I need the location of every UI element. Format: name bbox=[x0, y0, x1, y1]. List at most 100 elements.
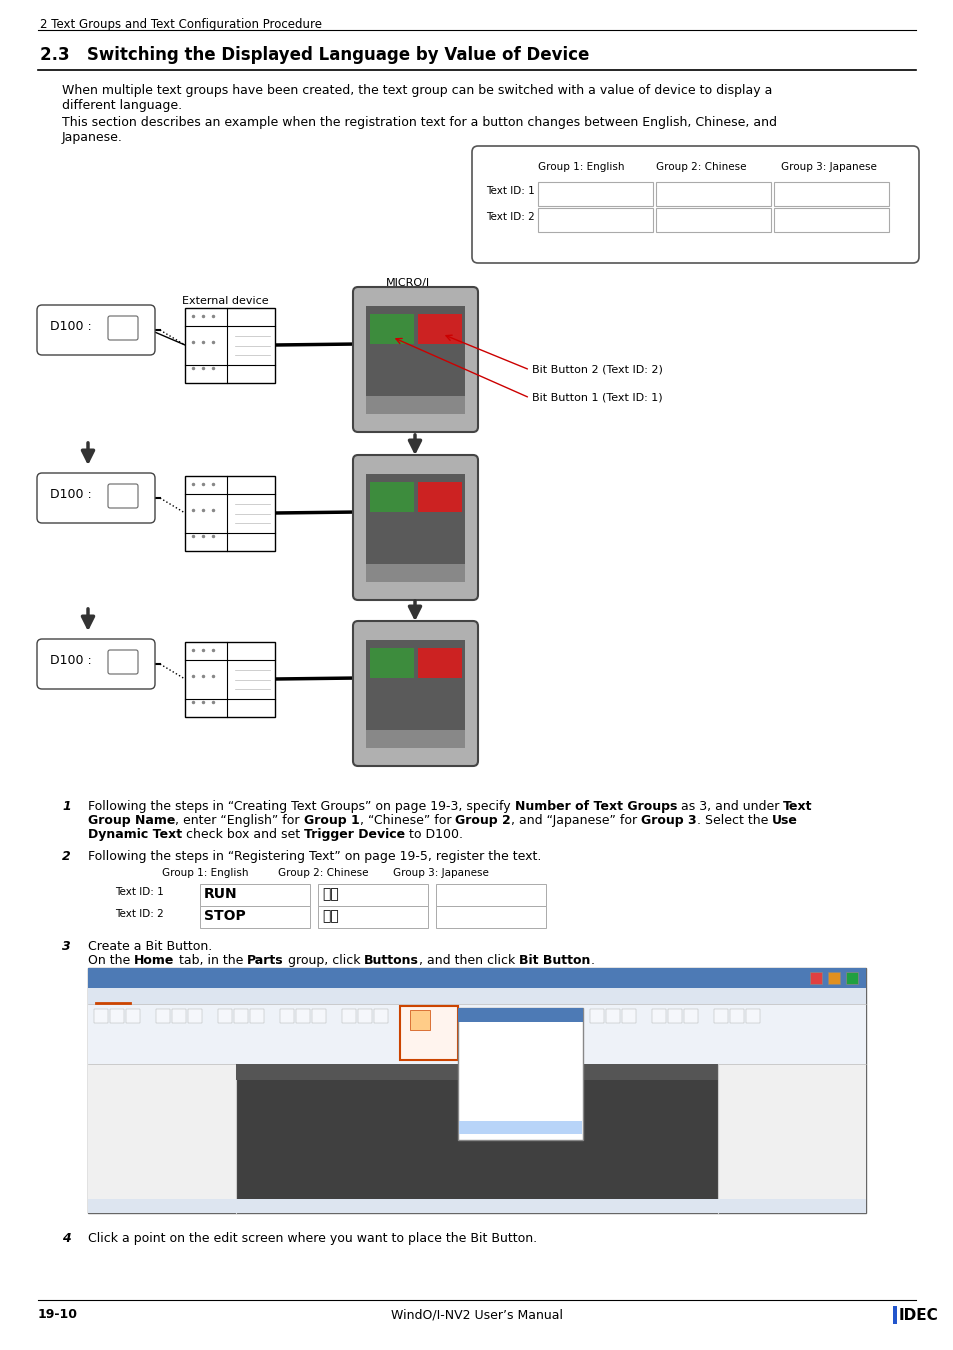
Bar bbox=[713, 1008, 727, 1023]
Text: D100 :: D100 : bbox=[50, 653, 91, 667]
Text: WindO/I-NV2 User’s Manual: WindO/I-NV2 User’s Manual bbox=[391, 1308, 562, 1322]
Text: Group 1: English: Group 1: English bbox=[537, 162, 624, 171]
Bar bbox=[317, 884, 428, 906]
Text: Format: Format bbox=[328, 990, 364, 1000]
Text: Keypad: Keypad bbox=[463, 1094, 496, 1103]
FancyBboxPatch shape bbox=[108, 316, 138, 340]
Bar bbox=[457, 1008, 582, 1139]
Text: STOP: STOP bbox=[541, 211, 587, 225]
Bar bbox=[827, 972, 840, 984]
Text: sample3g - WindO/I-NV2: sample3g - WindO/I-NV2 bbox=[416, 971, 537, 981]
Bar bbox=[436, 906, 545, 927]
Bar bbox=[88, 1064, 235, 1214]
Text: Bit Button: Bit Button bbox=[497, 1008, 542, 1018]
Text: Print Button: Print Button bbox=[463, 1052, 515, 1061]
Text: Text ID: 2: Text ID: 2 bbox=[115, 909, 164, 919]
Text: 📄 Operation Log Settings: 📄 Operation Log Settings bbox=[91, 1152, 195, 1161]
Text: Group Name: Group Name bbox=[88, 814, 175, 828]
Text: Following the steps in “Creating Text Groups” on page 19-3, specify: Following the steps in “Creating Text Gr… bbox=[88, 801, 514, 813]
Bar bbox=[188, 1008, 202, 1023]
Bar bbox=[773, 182, 888, 207]
Bar bbox=[280, 1008, 294, 1023]
Text: , and “Japanese” for: , and “Japanese” for bbox=[511, 814, 640, 828]
Bar bbox=[537, 208, 652, 232]
Text: MICRO/I: MICRO/I bbox=[386, 278, 430, 288]
Bar bbox=[729, 1008, 743, 1023]
Bar bbox=[341, 1008, 355, 1023]
Bar bbox=[370, 315, 414, 344]
Bar bbox=[88, 968, 865, 988]
Text: Use: Use bbox=[771, 814, 797, 828]
Text: 运行: 运行 bbox=[659, 185, 676, 198]
Bar bbox=[559, 1008, 574, 1023]
FancyBboxPatch shape bbox=[37, 305, 154, 355]
Text: Group 1: English: Group 1: English bbox=[162, 868, 248, 878]
Bar bbox=[497, 1008, 512, 1023]
Text: group, click: group, click bbox=[283, 954, 364, 967]
Bar bbox=[543, 1008, 558, 1023]
Text: 停止: 停止 bbox=[431, 487, 448, 502]
Text: Number of Text Groups: Number of Text Groups bbox=[514, 801, 677, 813]
Text: Text ID: 2: Text ID: 2 bbox=[485, 212, 535, 221]
Text: to D100.: to D100. bbox=[405, 828, 463, 841]
FancyBboxPatch shape bbox=[353, 455, 477, 599]
Bar bbox=[185, 643, 274, 717]
Bar bbox=[656, 182, 770, 207]
Bar bbox=[88, 988, 865, 1004]
Text: STOP: STOP bbox=[204, 909, 246, 923]
Text: 2 Text Groups and Text Configuration Procedure: 2 Text Groups and Text Configuration Pro… bbox=[40, 18, 322, 31]
Bar bbox=[235, 1064, 718, 1214]
Text: 1: 1 bbox=[62, 801, 71, 813]
Text: 📄 Preventive Maintenance Settings: 📄 Preventive Maintenance Settings bbox=[91, 1180, 235, 1189]
Text: Bit Button 2 (Text ID: 2): Bit Button 2 (Text ID: 2) bbox=[532, 364, 662, 375]
Text: , “Chinese” for: , “Chinese” for bbox=[359, 814, 455, 828]
Bar bbox=[370, 648, 414, 678]
Bar bbox=[589, 1008, 603, 1023]
Bar bbox=[156, 1008, 170, 1023]
Text: RUN: RUN bbox=[541, 185, 578, 200]
Text: Following the steps in “Registering Text” on page 19-5, register the text.: Following the steps in “Registering Text… bbox=[88, 850, 540, 863]
FancyBboxPatch shape bbox=[108, 649, 138, 674]
Bar bbox=[417, 482, 461, 512]
Text: RUN: RUN bbox=[375, 320, 409, 333]
Text: Bit Button: Bit Button bbox=[518, 954, 590, 967]
FancyBboxPatch shape bbox=[353, 288, 477, 432]
Text: ▼ sample: ▼ sample bbox=[91, 1068, 129, 1077]
FancyBboxPatch shape bbox=[472, 146, 918, 263]
Text: On the: On the bbox=[88, 954, 134, 967]
Bar bbox=[656, 208, 770, 232]
Bar bbox=[250, 1008, 264, 1023]
Text: tab, in the: tab, in the bbox=[174, 954, 247, 967]
Text: 📄 Data Storage Area Management: 📄 Data Storage Area Management bbox=[91, 1166, 233, 1174]
Bar bbox=[366, 474, 464, 564]
Text: 运行: 运行 bbox=[383, 487, 400, 502]
Bar bbox=[366, 640, 464, 730]
Bar bbox=[465, 1008, 479, 1023]
Text: Configuration: Configuration bbox=[143, 990, 214, 1000]
Bar bbox=[667, 1008, 681, 1023]
Text: 📄 Data Log Settings: 📄 Data Log Settings bbox=[91, 1138, 174, 1148]
Bar bbox=[457, 1008, 582, 1022]
Bar bbox=[295, 1008, 310, 1023]
Bar bbox=[88, 1199, 865, 1214]
Text: Potentiometer: Potentiometer bbox=[463, 1135, 525, 1145]
Text: Group 3: Japanese: Group 3: Japanese bbox=[393, 868, 488, 878]
Bar bbox=[88, 1004, 865, 1064]
Bar bbox=[773, 208, 888, 232]
Text: View: View bbox=[288, 990, 313, 1000]
Text: 1 [Base Screen]: 1 [Base Screen] bbox=[241, 1066, 308, 1075]
Bar bbox=[683, 1008, 698, 1023]
Bar bbox=[366, 730, 464, 748]
Bar bbox=[357, 1008, 372, 1023]
Bar bbox=[417, 648, 461, 678]
Text: 3: 3 bbox=[62, 940, 71, 953]
Text: Group 1: Group 1 bbox=[304, 814, 359, 828]
Bar bbox=[312, 1008, 326, 1023]
Text: 2.3   Switching the Displayed Language by Value of Device: 2.3 Switching the Displayed Language by … bbox=[40, 46, 589, 63]
FancyBboxPatch shape bbox=[108, 485, 138, 508]
Text: Group 2: Chinese: Group 2: Chinese bbox=[656, 162, 745, 171]
Bar bbox=[366, 564, 464, 582]
Text: Multi-Button: Multi-Button bbox=[463, 1080, 517, 1089]
FancyBboxPatch shape bbox=[353, 621, 477, 765]
Text: Dynamic Text: Dynamic Text bbox=[88, 828, 182, 841]
